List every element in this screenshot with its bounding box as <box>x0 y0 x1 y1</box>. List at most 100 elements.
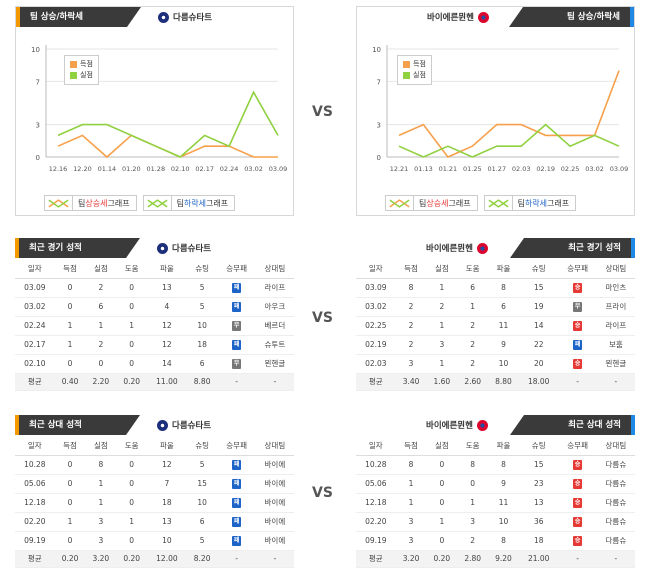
cell-ast: 0 <box>116 455 148 475</box>
cell-ga: 3 <box>85 531 117 551</box>
cell-ga: 6 <box>85 297 117 317</box>
y-tick-label: 3 <box>377 122 381 130</box>
cell-gf: 2 <box>395 316 427 336</box>
table-row: 02.10 0 0 0 14 6 무 묀헨글 <box>15 354 294 374</box>
column-header: 득점 <box>54 437 86 456</box>
cell-shot: 15 <box>518 455 559 475</box>
h2h-section-right: 바이에른뮌헨 최근 상대 성적 일자 득점 실점 도움 파울 슈팅 승무패 상대팀 10.28 8… <box>356 415 635 571</box>
cell-opp: 바이에 <box>255 493 294 513</box>
score-swatch-icon <box>70 60 77 68</box>
fall-legend: 팀 하락세 그래프 <box>142 195 236 211</box>
cell-opp: 다름슈 <box>596 474 635 494</box>
column-header: 파울 <box>488 260 519 279</box>
average-cell: 0.20 <box>54 550 86 568</box>
cell-foul: 11 <box>488 316 519 336</box>
recent-table-right: 일자 득점 실점 도움 파울 슈팅 승무패 상대팀 03.09 8 1 6 8 15 승 마인츠 03.02 2 2… <box>356 260 635 391</box>
result-cell: 승 <box>558 278 597 298</box>
average-cell: 평균 <box>15 373 55 391</box>
cell-gf: 3 <box>395 512 427 532</box>
column-header: 도움 <box>116 437 148 456</box>
average-cell: 2.20 <box>85 373 117 391</box>
cell-gf: 0 <box>54 297 86 317</box>
cell-ga: 3 <box>85 512 117 532</box>
result-badge-icon: 승 <box>573 460 583 470</box>
fall-prefix: 팀 <box>176 198 184 208</box>
team-name-right: 바이에른뮌헨 <box>427 7 489 27</box>
average-cell: 2.60 <box>457 373 489 391</box>
cell-opp: 다름슈 <box>596 531 635 551</box>
result-cell: 패 <box>217 278 256 298</box>
result-badge-icon: 패 <box>232 479 242 489</box>
conceded-series-line <box>398 123 620 158</box>
result-badge-icon: 승 <box>573 536 583 546</box>
cell-shot: 14 <box>518 316 559 336</box>
cell-opp: 묀헨글 <box>596 354 635 374</box>
column-header: 실점 <box>85 260 117 279</box>
fall-legend: 팀 하락세 그래프 <box>483 195 577 211</box>
conceded-swatch-icon <box>403 71 410 79</box>
column-header: 슈팅 <box>186 260 218 279</box>
team-label: 바이에른뮌헨 <box>426 244 473 254</box>
x-tick-label: 01.25 <box>463 165 482 173</box>
cell-ga: 1 <box>426 316 458 336</box>
fall-word: 하락세 <box>183 198 207 208</box>
cell-gf: 0 <box>54 455 86 475</box>
result-cell: 패 <box>217 531 256 551</box>
cell-ast: 0 <box>116 278 148 298</box>
rise-suffix: 그래프 <box>107 198 130 208</box>
cell-ga: 2 <box>85 335 117 355</box>
cell-foul: 7 <box>147 474 187 494</box>
cell-opp: 묀헨글 <box>255 354 294 374</box>
column-header: 승무패 <box>217 260 256 279</box>
trend-chart-left: 0 3 7 10 12.16 12.20 01.14 01.20 01.28 02.10 02.17… <box>31 45 287 173</box>
cell-ast: 2 <box>457 531 489 551</box>
cell-gf: 3 <box>395 354 427 374</box>
result-badge-icon: 승 <box>573 359 583 369</box>
cell-date: 05.06 <box>15 474 55 494</box>
team-name-right: 바이에른뮌헨 <box>426 238 488 258</box>
cell-date: 12.18 <box>356 493 396 513</box>
table-header-row: 일자 득점 실점 도움 파울 슈팅 승무패 상대팀 <box>15 437 294 456</box>
column-header: 상대팀 <box>596 260 635 279</box>
result-badge-icon: 패 <box>232 517 242 527</box>
cell-opp: 보훔 <box>596 335 635 355</box>
cell-date: 12.18 <box>15 493 55 513</box>
cell-date: 02.03 <box>356 354 396 374</box>
rise-suffix: 그래프 <box>448 198 471 208</box>
result-badge-icon: 승 <box>573 498 583 508</box>
average-cell: - <box>558 373 597 391</box>
cell-date: 02.10 <box>15 354 55 374</box>
chart-legend-right: 득점 실점 <box>397 55 432 85</box>
average-cell: - <box>558 550 597 568</box>
result-badge-icon: 패 <box>232 283 242 293</box>
bottom-legend-left: 팀 상승세 그래프 팀 하락세 그래프 <box>44 195 236 211</box>
cell-date: 03.09 <box>356 278 396 298</box>
cell-ga: 1 <box>426 512 458 532</box>
result-badge-icon: 승 <box>573 321 583 331</box>
team-name-left: 다름슈타트 <box>158 7 212 27</box>
cell-opp: 다름슈 <box>596 512 635 532</box>
result-badge-icon: 승 <box>573 517 583 527</box>
column-header: 득점 <box>54 260 86 279</box>
column-header: 실점 <box>85 437 117 456</box>
team-label: 바이에른뮌헨 <box>426 421 473 431</box>
result-badge-icon: 패 <box>573 340 583 350</box>
average-cell: 평균 <box>15 550 55 568</box>
result-badge-icon: 패 <box>232 302 242 312</box>
trend-panel-right: 바이에른뮌헨 팀 상승/하락세 0 3 7 10 12.21 01.13 01.21 01.2… <box>356 6 635 216</box>
cell-date: 02.20 <box>356 512 396 532</box>
table-header-row: 일자 득점 실점 도움 파울 슈팅 승무패 상대팀 <box>15 260 294 279</box>
average-row: 평균 3.40 1.60 2.60 8.80 18.00- - <box>356 373 635 391</box>
cell-gf: 3 <box>395 531 427 551</box>
cell-date: 03.02 <box>356 297 396 317</box>
cell-date: 10.28 <box>356 455 396 475</box>
column-header: 일자 <box>15 437 55 456</box>
table-row: 03.09 8 1 6 8 15 승 마인츠 <box>356 278 635 298</box>
cell-ga: 1 <box>85 474 117 494</box>
cell-date: 09.19 <box>15 531 55 551</box>
result-badge-icon: 패 <box>232 340 242 350</box>
team-label: 다름슈타트 <box>172 421 212 431</box>
average-cell: 0.40 <box>54 373 86 391</box>
table-row: 09.19 0 3 0 10 5 패 바이에 <box>15 531 294 551</box>
darmstadt-emblem-icon <box>157 419 168 431</box>
